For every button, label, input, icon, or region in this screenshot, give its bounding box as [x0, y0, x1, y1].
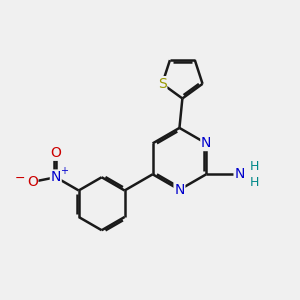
Text: O: O — [50, 146, 61, 160]
Text: N: N — [51, 170, 61, 184]
Text: O: O — [27, 175, 38, 189]
Text: N: N — [174, 183, 184, 197]
Text: N: N — [234, 167, 245, 181]
Text: +: + — [60, 166, 68, 176]
Text: N: N — [201, 136, 211, 150]
Text: H: H — [250, 176, 260, 189]
Text: H: H — [250, 160, 260, 172]
Text: −: − — [15, 172, 26, 185]
Text: S: S — [158, 77, 167, 91]
